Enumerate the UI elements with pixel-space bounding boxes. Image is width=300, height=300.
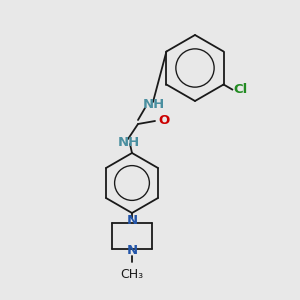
Text: N: N bbox=[126, 214, 138, 227]
Text: CH₃: CH₃ bbox=[120, 268, 144, 281]
Text: NH: NH bbox=[118, 136, 140, 148]
Text: NH: NH bbox=[143, 98, 165, 110]
Text: Cl: Cl bbox=[233, 83, 247, 96]
Text: N: N bbox=[126, 244, 138, 257]
Text: O: O bbox=[158, 115, 169, 128]
